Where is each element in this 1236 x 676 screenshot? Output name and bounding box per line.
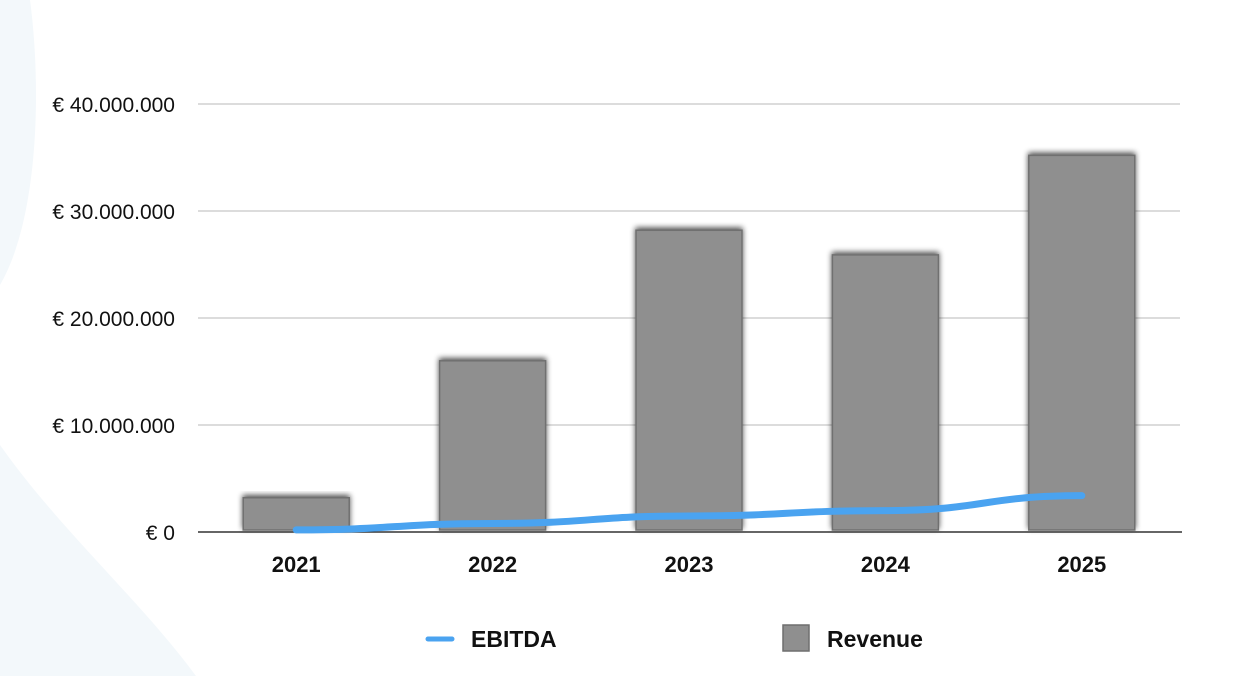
legend: EBITDA Revenue (425, 624, 923, 652)
x-category-label: 2025 (1057, 552, 1106, 577)
legend-swatch-bar (782, 624, 810, 652)
y-tick-label: € 0 (146, 522, 175, 545)
legend-label-ebitda: EBITDA (471, 626, 557, 652)
x-category-label: 2021 (272, 552, 321, 577)
ebitda-line-series (292, 492, 1086, 534)
y-tick-label: € 40.000.000 (52, 94, 175, 117)
revenue-bar-2022 (438, 360, 547, 531)
x-category-label: 2022 (468, 552, 517, 577)
legend-item-ebitda: EBITDA (425, 626, 557, 652)
revenue-bar-2023 (635, 229, 743, 531)
revenue-bar-2021 (242, 497, 350, 531)
y-tick-label: € 20.000.000 (52, 308, 175, 331)
y-tick-label: € 10.000.000 (52, 415, 175, 438)
x-category-label: 2024 (861, 552, 911, 577)
background-curve-shape (0, 0, 196, 676)
x-category-label: 2023 (665, 552, 714, 577)
revenue-bar-2025 (1028, 154, 1136, 531)
revenue-bars (242, 154, 1136, 531)
y-tick-label: € 30.000.000 (52, 201, 175, 224)
x-axis-category-labels: 2021 2022 2023 2024 2025 (272, 552, 1107, 577)
legend-item-revenue: Revenue (782, 624, 923, 652)
legend-label-revenue: Revenue (827, 626, 923, 652)
revenue-bar-2024 (831, 254, 940, 531)
y-axis-tick-labels: € 0 € 10.000.000 € 20.000.000 € 30.000.000 €… (52, 94, 175, 545)
